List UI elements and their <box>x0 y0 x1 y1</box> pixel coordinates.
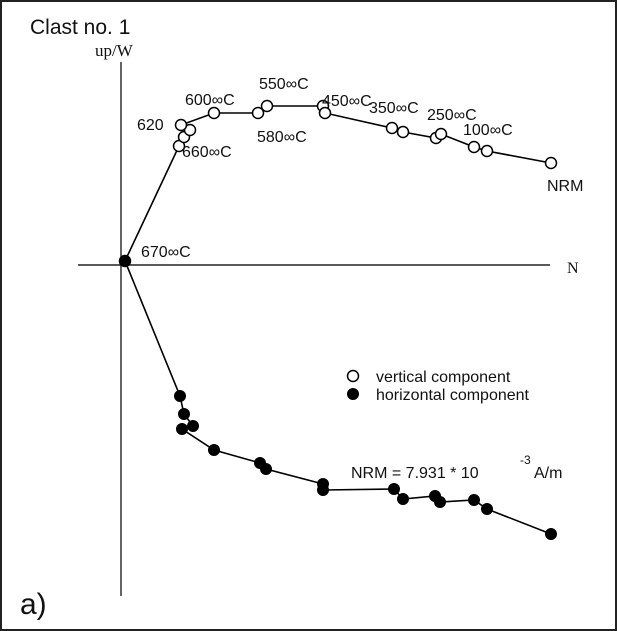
vertical-point-4 <box>174 118 188 132</box>
vertical-point-7 <box>260 99 274 113</box>
vertical-point-6 <box>251 106 265 120</box>
temperature-label-8: 620 <box>137 117 164 134</box>
vertical-point-9 <box>318 106 332 120</box>
vertical-point-16 <box>544 156 558 170</box>
temperature-label-7: 600∞C <box>185 92 235 109</box>
vertical-point-15 <box>480 144 494 158</box>
horizontal-point-2 <box>178 408 190 420</box>
nrm-unit: A/m <box>534 465 562 482</box>
nrm-text: NRM = 7.931 * 10 <box>351 465 479 482</box>
legend-filled-circle-icon <box>347 388 359 400</box>
horizontal-point-3 <box>187 420 199 432</box>
horizontal-point-15 <box>481 503 493 515</box>
figure-title: Clast no. 1 <box>30 16 130 39</box>
vertical-point-10 <box>385 121 399 135</box>
y-axis-label: up/W <box>95 41 134 60</box>
legend-open-circle-icon <box>346 369 360 383</box>
horizontal-point-7 <box>260 463 272 475</box>
temperature-label-2: 250∞C <box>427 107 477 124</box>
vertical-point-13 <box>434 127 448 141</box>
vertical-point-11 <box>396 125 410 139</box>
horizontal-point-16 <box>545 528 557 540</box>
panel-label: a) <box>20 588 47 621</box>
temperature-label-3: 350∞C <box>369 100 419 117</box>
temperature-label-5: 550∞C <box>259 76 309 93</box>
horizontal-point-10 <box>388 483 400 495</box>
temperature-label-0: NRM <box>547 178 583 195</box>
nrm-exponent: -3 <box>520 453 531 467</box>
horizontal-point-9 <box>317 484 329 496</box>
horizontal-point-14 <box>468 494 480 506</box>
horizontal-component-points <box>119 255 557 540</box>
horizontal-point-0 <box>119 255 131 267</box>
x-axis-label: N <box>567 260 579 277</box>
vertical-point-14 <box>467 140 481 154</box>
temperature-label-10: 670∞C <box>141 244 191 261</box>
legend-vertical-label: vertical component <box>376 369 511 386</box>
horizontal-point-11 <box>397 493 409 505</box>
horizontal-point-13 <box>434 496 446 508</box>
vertical-point-5 <box>207 106 221 120</box>
horizontal-point-4 <box>176 423 188 435</box>
temperature-label-4: 450∞C <box>322 93 372 110</box>
horizontal-point-1 <box>174 390 186 402</box>
legend-horizontal-label: horizontal component <box>376 387 530 404</box>
temperature-label-1: 100∞C <box>463 122 513 139</box>
temperature-label-9: 660∞C <box>182 144 232 161</box>
horizontal-point-5 <box>208 444 220 456</box>
temperature-label-6: 580∞C <box>257 129 307 146</box>
